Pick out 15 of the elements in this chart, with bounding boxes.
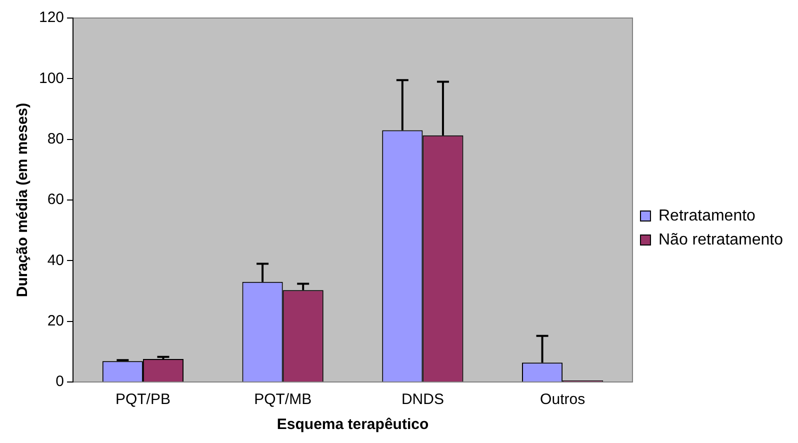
legend-label: Retratamento — [658, 207, 756, 224]
legend-label: Não retratamento — [658, 231, 784, 248]
x-tick-label: DNDS — [401, 391, 444, 408]
y-tick-label: 80 — [47, 130, 64, 148]
y-tick-label: 120 — [38, 9, 64, 26]
x-tick-label: PQT/MB — [254, 391, 312, 408]
x-axis-title: Esquema terapêutico — [276, 416, 429, 434]
y-tick-label: 60 — [47, 191, 64, 208]
y-tick-label: 40 — [47, 252, 64, 269]
y-tick-label: 0 — [56, 373, 64, 390]
y-tick-label: 20 — [47, 312, 64, 330]
y-axis-title: Duração média (em meses) — [14, 102, 32, 298]
x-tick-label: PQT/PB — [115, 391, 170, 408]
x-tick-label: Outros — [540, 391, 586, 408]
y-tick-label: 100 — [38, 70, 64, 87]
